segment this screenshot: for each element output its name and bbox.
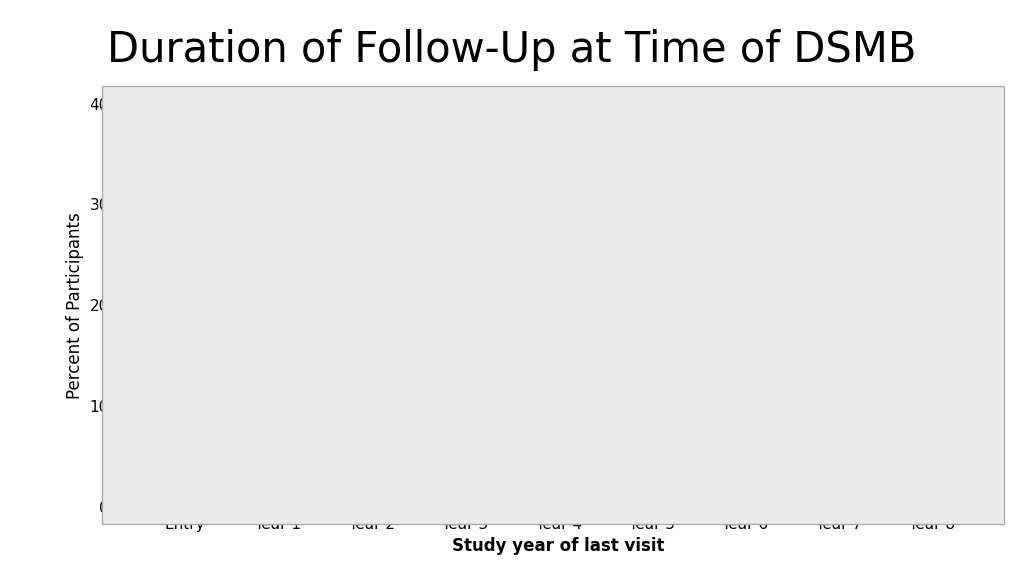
Text: Median:    5.1
Q1, Q3:    4.3, 5.9
10%, 90%   2.2, 6.8
Min, Max:  0, 7.9: Median: 5.1 Q1, Q3: 4.3, 5.9 10%, 90% 2.… bbox=[145, 150, 282, 222]
Text: 14.8%: 14.8% bbox=[812, 339, 864, 354]
Bar bbox=[719, 223, 770, 366]
Bar bbox=[626, 233, 677, 371]
Bar bbox=[532, 461, 584, 507]
Bar bbox=[252, 472, 303, 507]
Text: 3.8%: 3.8% bbox=[350, 449, 392, 464]
Legend: Pitavastatin, Placebo: Pitavastatin, Placebo bbox=[712, 112, 975, 147]
Text: 6.4%: 6.4% bbox=[257, 423, 299, 438]
Bar bbox=[439, 475, 490, 492]
Text: Duration of Follow-Up at Time of DSMB: Duration of Follow-Up at Time of DSMB bbox=[108, 29, 916, 71]
Bar bbox=[813, 431, 864, 507]
Bar bbox=[813, 358, 864, 431]
Bar bbox=[532, 409, 584, 461]
Bar bbox=[719, 366, 770, 507]
Text: 28.2%: 28.2% bbox=[719, 203, 771, 219]
Text: 5.7%: 5.7% bbox=[910, 430, 952, 445]
Text: Years to latest contact: Years to latest contact bbox=[145, 116, 340, 131]
Bar bbox=[159, 497, 210, 502]
Bar bbox=[345, 487, 397, 507]
Bar bbox=[626, 371, 677, 507]
Text: 9.7%: 9.7% bbox=[537, 390, 580, 405]
Bar bbox=[906, 482, 957, 507]
Bar bbox=[159, 502, 210, 507]
Bar bbox=[439, 492, 490, 507]
Y-axis label: Percent of Participants: Percent of Participants bbox=[66, 212, 84, 399]
Bar bbox=[345, 469, 397, 487]
Text: 3.2%: 3.2% bbox=[443, 456, 485, 471]
Bar bbox=[906, 449, 957, 482]
Text: 27.2%: 27.2% bbox=[625, 214, 678, 229]
Text: 1.0%: 1.0% bbox=[164, 478, 206, 493]
X-axis label: Study year of last visit: Study year of last visit bbox=[452, 537, 665, 555]
FancyBboxPatch shape bbox=[141, 108, 371, 217]
Bar bbox=[252, 442, 303, 472]
